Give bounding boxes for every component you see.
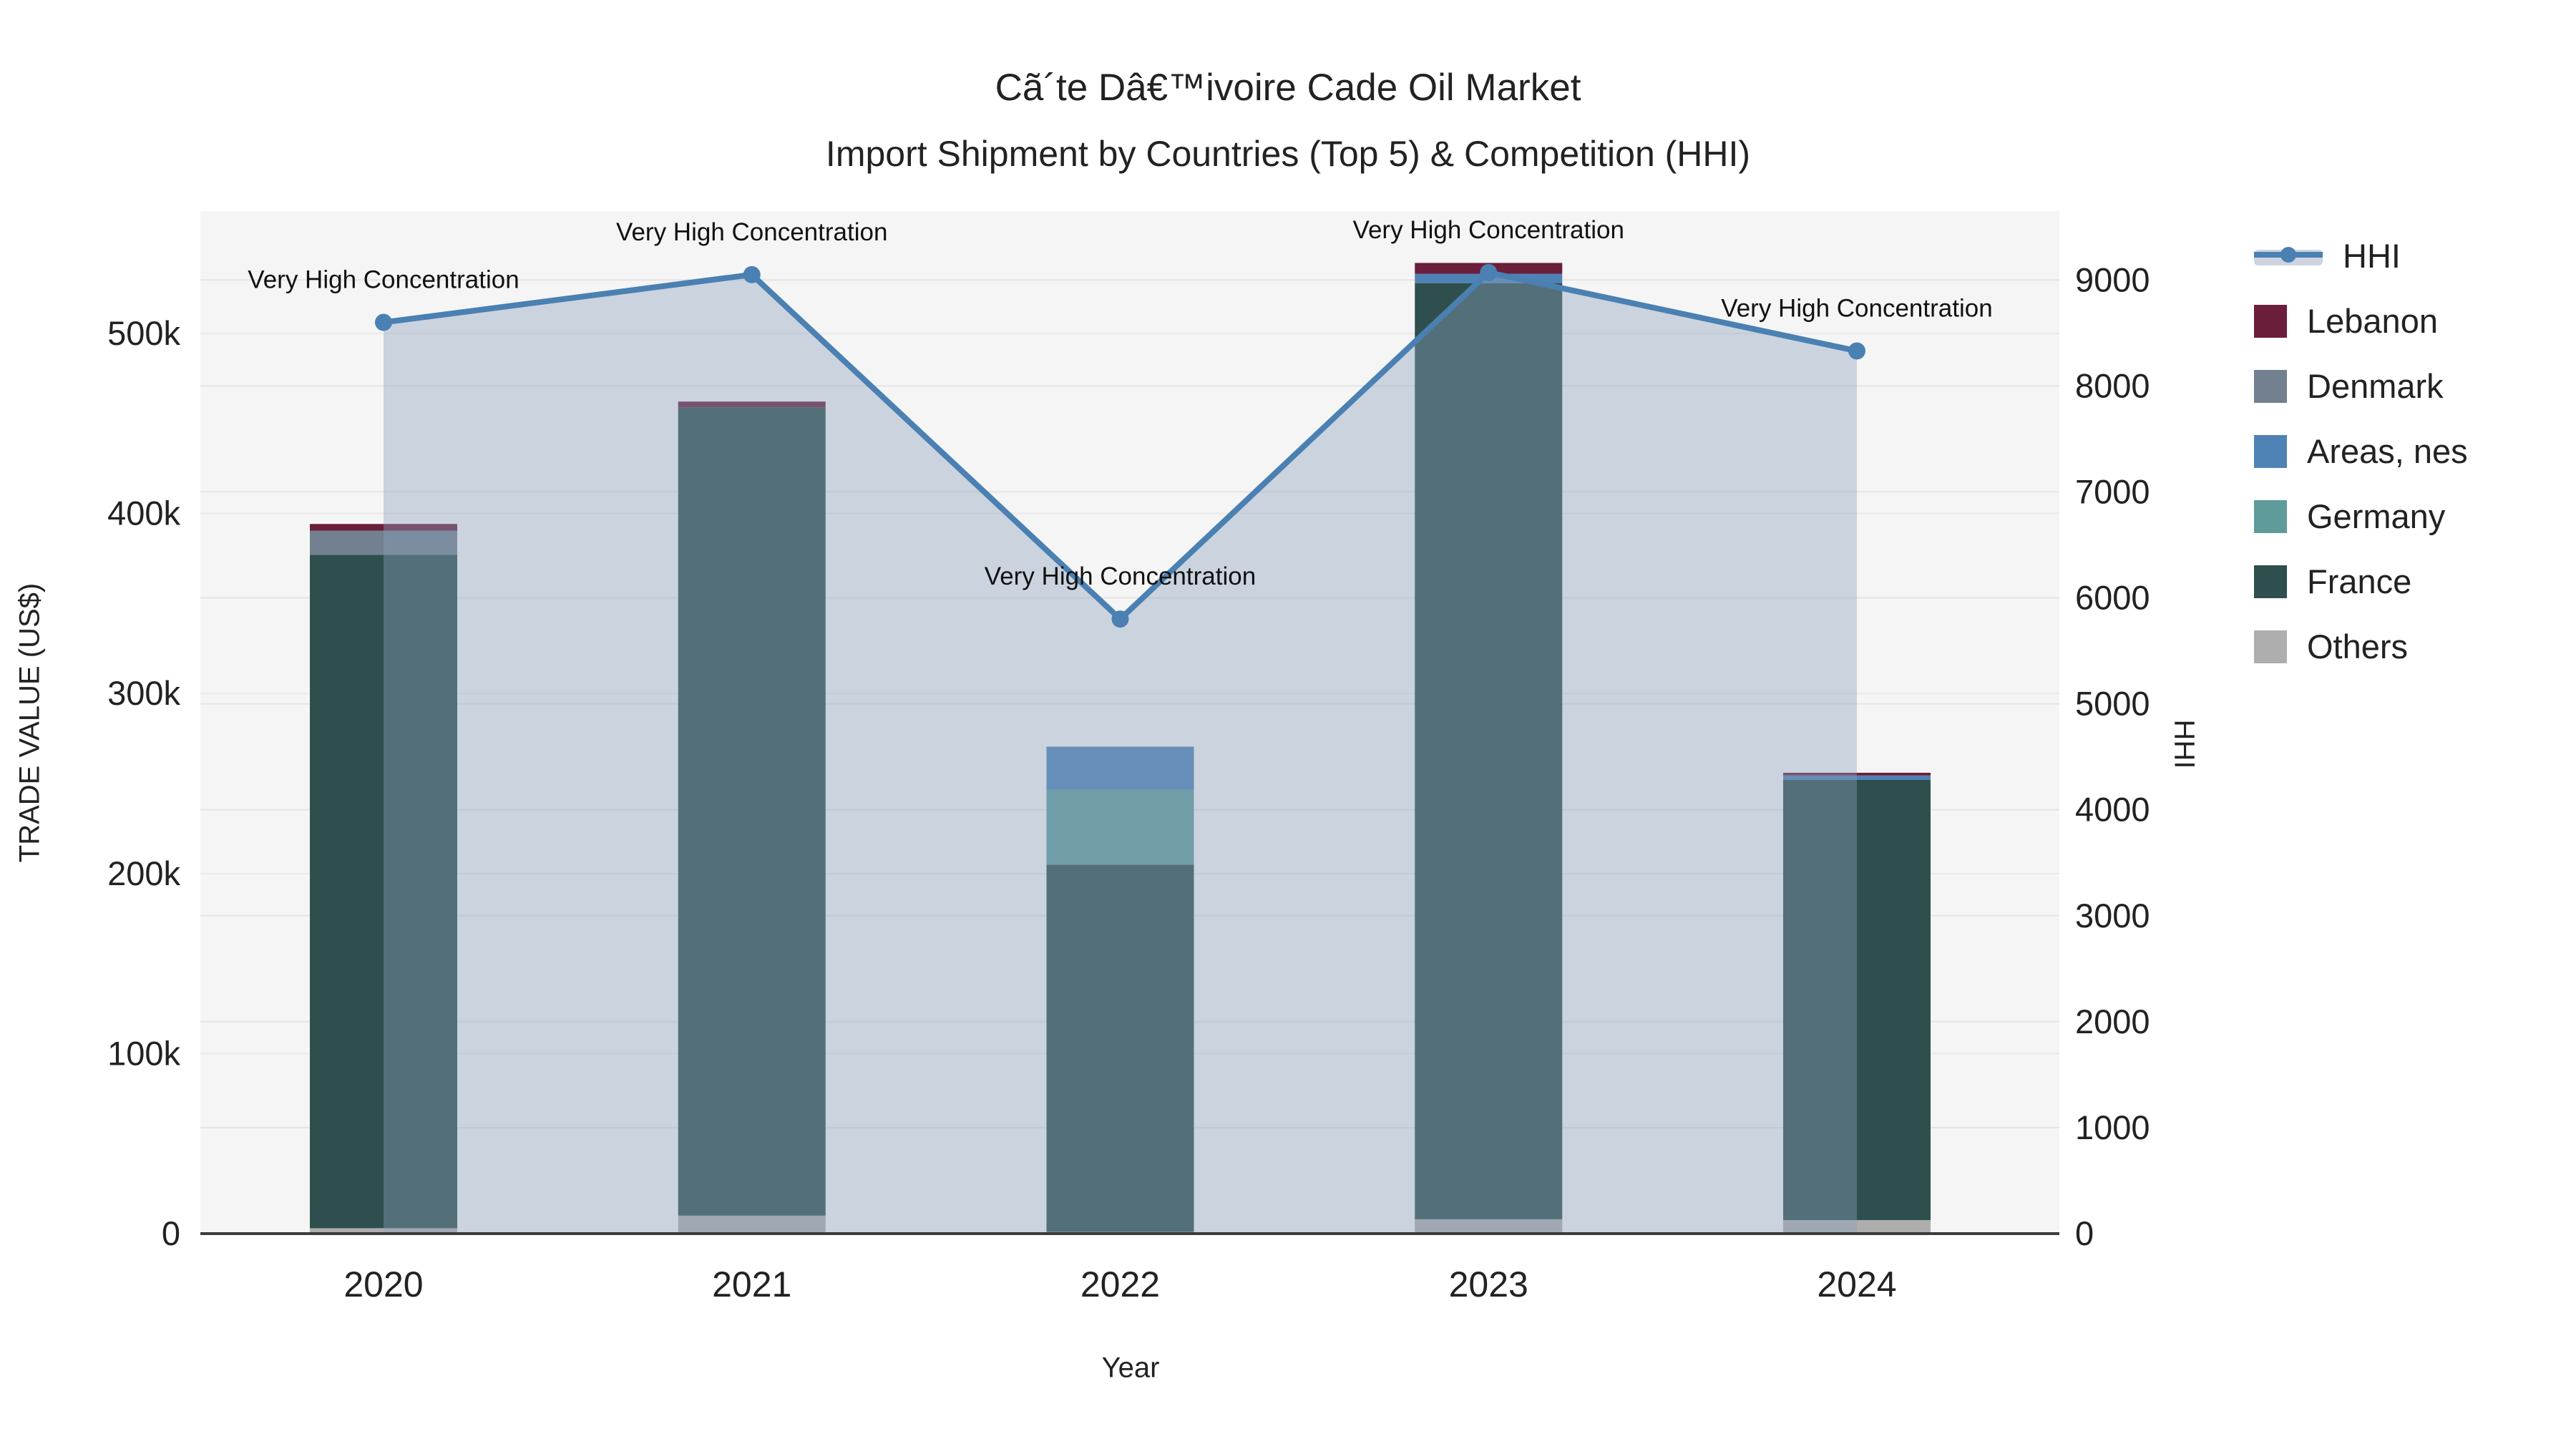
bar-segment-2022-germany[interactable] <box>1046 789 1194 865</box>
bar-segment-2020-france[interactable] <box>310 555 457 1229</box>
legend-label: France <box>2307 562 2412 600</box>
bar-segment-2024-lebanon[interactable] <box>1783 772 1931 776</box>
y-right-tick: 4000 <box>2075 791 2150 829</box>
y-left-tick: 300k <box>107 674 180 712</box>
legend-item-hhi[interactable]: HHI <box>2254 236 2468 275</box>
legend-label: Others <box>2307 628 2409 665</box>
bar-segment-2021-lebanon[interactable] <box>678 401 826 408</box>
bar-segment-2021-others[interactable] <box>678 1215 826 1234</box>
bar-segment-2023-france[interactable] <box>1415 283 1563 1219</box>
y-left-tick: 0 <box>162 1214 180 1252</box>
y-left-tick: 500k <box>107 314 180 352</box>
legend-swatch-icon <box>2254 499 2287 533</box>
hhi-marker-2021[interactable] <box>743 265 761 283</box>
annotation-2024: Very High Concentration <box>1721 294 1992 322</box>
legend-item-france[interactable]: France <box>2254 562 2468 601</box>
bar-segment-2024-france[interactable] <box>1783 780 1931 1221</box>
x-axis-title: Year <box>1101 1352 1160 1384</box>
y-right-tick: 7000 <box>2075 472 2150 510</box>
bar-segment-2024-others[interactable] <box>1783 1220 1931 1234</box>
bar-segment-2022-france[interactable] <box>1046 864 1194 1232</box>
y-right-tick: 9000 <box>2075 260 2150 298</box>
bar-segment-2021-france[interactable] <box>678 407 826 1216</box>
x-tick-2020: 2020 <box>343 1264 423 1304</box>
legend: HHI Lebanon Denmark Areas, nes Germany France… <box>2254 236 2468 666</box>
legend-swatch-icon <box>2254 304 2287 338</box>
x-tick-2022: 2022 <box>1080 1264 1160 1304</box>
y-right-tick: 5000 <box>2075 685 2150 723</box>
y-axis-right-title: HHI <box>2168 719 2200 769</box>
legend-label: Lebanon <box>2307 302 2438 340</box>
bar-segment-2020-lebanon[interactable] <box>310 524 457 531</box>
legend-item-germany[interactable]: Germany <box>2254 497 2468 536</box>
legend-swatch-icon <box>2254 369 2287 403</box>
annotation-2021: Very High Concentration <box>616 218 887 246</box>
y-left-tick: 100k <box>107 1034 180 1072</box>
legend-label: HHI <box>2343 237 2401 275</box>
annotation-2020: Very High Concentration <box>248 265 519 293</box>
y-right-tick: 3000 <box>2075 897 2150 935</box>
legend-label: Denmark <box>2307 367 2444 405</box>
y-right-tick: 6000 <box>2075 579 2150 617</box>
annotation-2022: Very High Concentration <box>985 562 1256 590</box>
y-right-tick: 1000 <box>2075 1108 2150 1146</box>
hhi-marker-2022[interactable] <box>1111 610 1129 628</box>
annotation-2023: Very High Concentration <box>1353 216 1624 244</box>
x-tick-2021: 2021 <box>712 1264 791 1304</box>
hhi-area-fill <box>384 272 1857 1234</box>
legend-swatch-icon <box>2254 565 2287 598</box>
legend-label: Germany <box>2307 497 2446 535</box>
x-tick-2023: 2023 <box>1449 1264 1528 1304</box>
bar-segment-2023-others[interactable] <box>1415 1219 1563 1234</box>
y-left-tick: 200k <box>107 854 180 892</box>
y-right-tick: 0 <box>2075 1214 2094 1252</box>
hhi-marker-2020[interactable] <box>375 313 392 331</box>
legend-label: Areas, nes <box>2307 432 2468 470</box>
hhi-line-icon <box>2254 240 2323 273</box>
chart-title: Cã´te Dâ€™ivoire Cade Oil Market <box>995 67 1581 109</box>
hhi-marker-2023[interactable] <box>1480 263 1498 281</box>
y-right-tick: 2000 <box>2075 1002 2150 1040</box>
chart-subtitle: Import Shipment by Countries (Top 5) & C… <box>825 134 1751 174</box>
legend-item-lebanon[interactable]: Lebanon <box>2254 301 2468 341</box>
y-right-tick: 8000 <box>2075 366 2150 404</box>
bar-segment-2022-areas-nes[interactable] <box>1046 746 1194 790</box>
bar-segment-2020-denmark[interactable] <box>310 530 457 555</box>
bar-segment-2020-others[interactable] <box>310 1228 457 1234</box>
legend-item-denmark[interactable]: Denmark <box>2254 366 2468 406</box>
x-tick-2024: 2024 <box>1817 1264 1896 1304</box>
y-axis-left-title: TRADE VALUE (US$) <box>14 582 46 863</box>
bar-segment-2024-areas-nes[interactable] <box>1783 775 1931 781</box>
legend-swatch-icon <box>2254 630 2287 663</box>
y-left-tick: 400k <box>107 494 180 532</box>
legend-item-others[interactable]: Others <box>2254 627 2468 666</box>
legend-item-areas-nes[interactable]: Areas, nes <box>2254 431 2468 471</box>
legend-swatch-icon <box>2254 434 2287 468</box>
hhi-marker-2024[interactable] <box>1848 342 1865 360</box>
